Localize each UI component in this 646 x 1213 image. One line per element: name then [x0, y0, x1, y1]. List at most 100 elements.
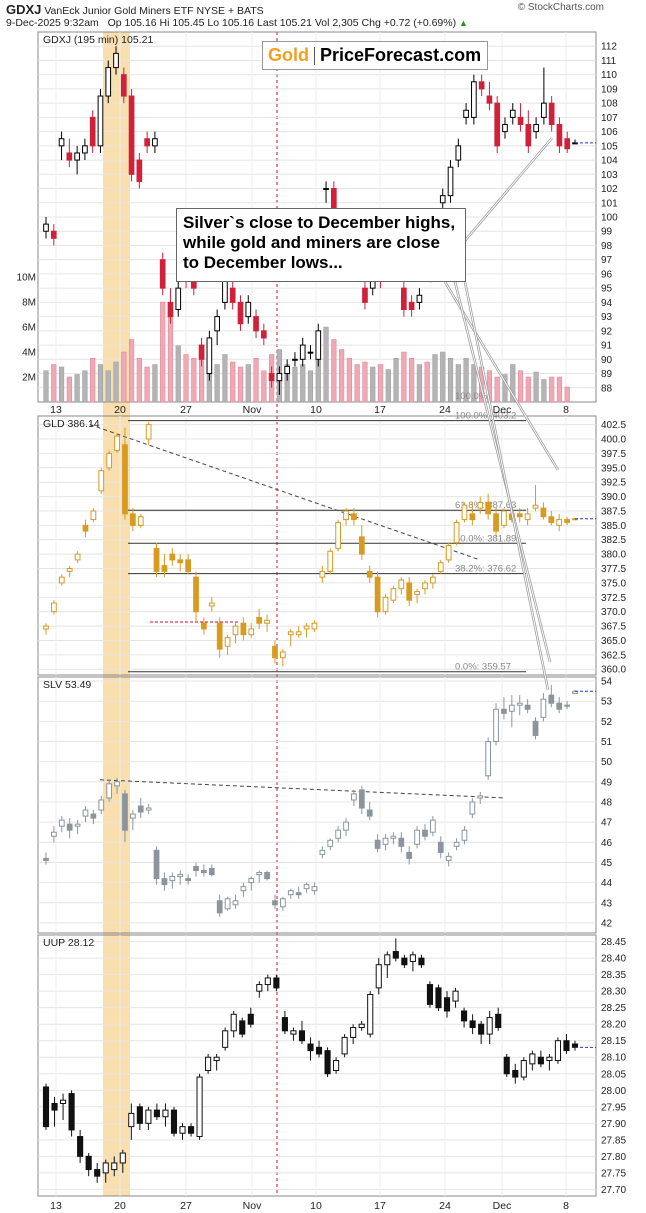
candle-body — [398, 837, 405, 847]
ohlc-values: Op 105.16 Hi 105.45 Lo 105.16 Last 105.2… — [107, 17, 457, 29]
x-tick-label-bottom: 8 — [563, 1200, 569, 1212]
candle-body — [185, 559, 191, 572]
y-tick-label: 385.0 — [601, 521, 626, 532]
candle-body — [516, 513, 523, 518]
candle-body — [214, 316, 220, 332]
y-tick-label: 103 — [601, 170, 618, 181]
candle-body — [74, 152, 80, 161]
candle-body — [51, 1102, 58, 1111]
x-tick-label-top: 24 — [439, 404, 451, 416]
y-tick-label: 28.20 — [601, 1020, 626, 1031]
candle-body — [290, 1030, 297, 1035]
volume-bar — [331, 339, 337, 403]
candle-body — [341, 1036, 348, 1055]
x-tick-label-bottom: Nov — [243, 1200, 262, 1212]
candle-body — [453, 521, 460, 544]
candle-body — [540, 507, 547, 518]
y-tick-label: 49 — [601, 777, 613, 788]
fib-label: 0.0%: 359.57 — [455, 662, 511, 673]
candle-body — [82, 145, 88, 154]
volume-bar — [471, 364, 477, 403]
volume-bar — [152, 364, 158, 403]
candle-body — [253, 316, 259, 332]
candle-body — [409, 954, 416, 962]
date-label: 9-Dec-2025 9:32am — [6, 17, 99, 29]
candle-body — [315, 330, 322, 360]
panel-frame — [37, 676, 597, 934]
candle-body — [541, 102, 547, 118]
y-tick-label: 27.90 — [601, 1119, 626, 1130]
candle-body — [187, 1126, 195, 1134]
candle-body — [533, 124, 539, 133]
volume-bar — [300, 364, 306, 403]
x-tick-label-bottom: 24 — [439, 1200, 451, 1212]
candle-body — [333, 1060, 340, 1071]
candle-body — [362, 287, 368, 303]
y-tick-label: 42 — [601, 918, 613, 929]
candle-body — [343, 821, 349, 831]
x-tick-label-top: Nov — [243, 404, 262, 416]
candle-body — [58, 819, 65, 827]
logo: Gold PriceForecast.com — [262, 41, 488, 70]
volume-bar — [144, 366, 150, 403]
annotation-callout: Silver`s close to December highs, while … — [176, 208, 466, 282]
candle-body — [66, 152, 73, 161]
volume-bar — [175, 345, 181, 403]
candle-body — [351, 513, 357, 521]
volume-bar — [214, 364, 220, 403]
candle-body — [517, 116, 524, 125]
candle-body — [335, 829, 342, 839]
volume-bar — [292, 366, 298, 403]
fib-label: 38.2%: 376.62 — [455, 564, 516, 575]
x-tick-label-bottom: 27 — [180, 1200, 192, 1212]
candle-body — [418, 957, 425, 966]
volume-bar — [517, 370, 524, 403]
candle-body — [98, 470, 105, 492]
candle-body — [106, 783, 113, 799]
candle-body — [120, 74, 127, 97]
candle-body — [161, 565, 168, 572]
candle-body — [68, 1093, 75, 1131]
candle-body — [327, 550, 334, 572]
candle-body — [222, 280, 228, 303]
candle-body — [469, 801, 476, 815]
candle-body — [298, 1030, 306, 1042]
y-tick-label: 106 — [601, 127, 618, 138]
candle-body — [435, 987, 442, 1009]
candle-body — [224, 637, 231, 647]
candle-body — [430, 576, 436, 584]
volume-bar — [549, 376, 555, 403]
candle-body — [529, 1053, 536, 1065]
volume-bar — [447, 358, 454, 403]
candle-body — [196, 1076, 203, 1138]
candle-body — [216, 900, 223, 914]
candle-body — [486, 1017, 493, 1035]
candle-body — [152, 138, 158, 147]
candle-body — [272, 900, 278, 906]
volume-bar — [424, 361, 430, 403]
candle-body — [43, 223, 49, 232]
volume-bar — [191, 358, 197, 403]
candle-body — [295, 631, 302, 636]
volume-bar — [541, 379, 547, 403]
trend-line — [89, 424, 481, 561]
candle-body — [60, 1099, 67, 1104]
candle-body — [105, 67, 112, 97]
y-tick-label: 89 — [601, 369, 613, 380]
candle-body — [136, 159, 143, 182]
y-tick-label: 362.5 — [601, 650, 626, 661]
candle-body — [486, 95, 493, 104]
candle-body — [240, 886, 247, 892]
x-tick-label-bottom: Dec — [493, 1200, 512, 1212]
fib-label: 100.0%: 403.2 — [455, 411, 516, 422]
candle-body — [532, 504, 539, 509]
volume-bar — [307, 370, 314, 403]
y-tick-label: 88 — [601, 383, 613, 394]
candle-body — [478, 1023, 485, 1035]
candle-body — [273, 977, 280, 989]
y-tick-label: 44 — [601, 878, 613, 889]
y-tick-label: 395.0 — [601, 463, 626, 474]
candle-body — [471, 81, 477, 118]
candle-body — [556, 124, 563, 147]
